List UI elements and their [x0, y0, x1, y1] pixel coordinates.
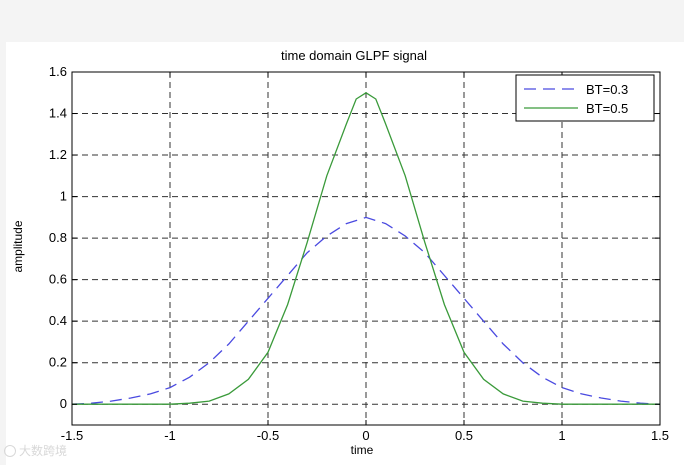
y-tick-label: 0.4: [49, 313, 67, 328]
y-tick-label: 1: [60, 189, 67, 204]
figure-area: -1.5 -1 -0.5 0 0.5 1 1.5 0 0.2 0.4 0.6 0.8 1 1.2 1.4 1.…: [6, 42, 684, 465]
watermark-logo-icon: [4, 444, 16, 457]
chart: -1.5 -1 -0.5 0 0.5 1 1.5 0 0.2 0.4 0.6 0.8 1 1.2 1.4 1.…: [11, 48, 669, 457]
y-tick-label: 1.4: [49, 106, 67, 121]
y-axis-label: amplitude: [11, 220, 25, 272]
x-tick-label: 1.5: [651, 428, 669, 443]
y-tick-label: 0: [60, 396, 67, 411]
x-tick-label: 0.5: [455, 428, 473, 443]
legend-box: [515, 74, 655, 122]
x-tick-label: -1.5: [61, 428, 83, 443]
watermark: 大数跨境: [4, 442, 67, 459]
x-tick-label: -1: [164, 428, 176, 443]
y-tick-label: 0.2: [49, 355, 67, 370]
y-tick-label: 0.8: [49, 230, 67, 245]
watermark-text: 大数跨境: [19, 444, 68, 458]
x-axis-label: time: [351, 443, 374, 457]
series-line-0: [71, 216, 661, 405]
chart-title: time domain GLPF signal: [281, 48, 427, 63]
x-tick-label: -0.5: [257, 428, 279, 443]
legend-label-1: BT=0.5: [586, 101, 628, 116]
x-tick-label: 1: [558, 428, 565, 443]
legend-label-0: BT=0.3: [586, 82, 628, 97]
y-tick-label: 1.6: [49, 64, 67, 79]
y-tick-label: 0.6: [49, 272, 67, 287]
y-tick-label: 1.2: [49, 147, 67, 162]
series-line-1: [72, 92, 660, 405]
x-tick-label: 0: [362, 428, 369, 443]
